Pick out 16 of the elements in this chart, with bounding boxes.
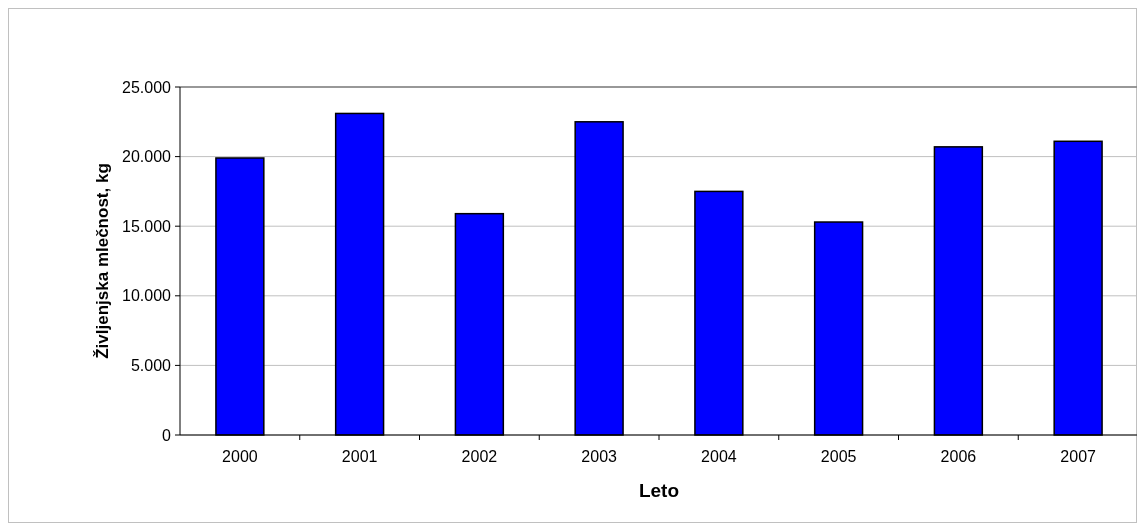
x-tick-label: 2003 — [581, 448, 618, 465]
x-tick-label: 2002 — [461, 448, 498, 465]
y-tick-label: 15.000 — [122, 217, 172, 235]
x-tick-label: 2007 — [1060, 448, 1097, 465]
x-tick-label: 2001 — [341, 448, 378, 465]
y-tick-label: 10.000 — [122, 287, 172, 305]
y-tick-label: 25.000 — [122, 78, 172, 96]
x-axis-title: Leto — [638, 480, 680, 501]
y-tick-label: 0 — [162, 426, 172, 444]
x-tick-label: 2006 — [940, 448, 977, 465]
x-tick-label: 2000 — [222, 448, 258, 465]
x-tick-label: 2005 — [820, 448, 857, 465]
y-tick-label: 20.000 — [122, 148, 172, 166]
x-tick-label: 2004 — [701, 448, 737, 465]
y-tick-label: 5.000 — [130, 357, 172, 374]
y-axis-title: Življenjska mlečnost, kg — [93, 163, 112, 359]
